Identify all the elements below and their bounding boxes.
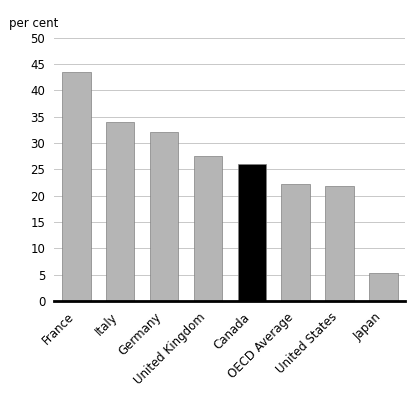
Bar — [237, 164, 266, 301]
Bar — [150, 133, 178, 301]
Bar — [281, 184, 310, 301]
Bar — [106, 122, 135, 301]
Bar — [194, 156, 222, 301]
Text: per cent: per cent — [9, 17, 58, 30]
Bar — [369, 273, 398, 301]
Bar — [325, 186, 354, 301]
Bar — [62, 72, 91, 301]
